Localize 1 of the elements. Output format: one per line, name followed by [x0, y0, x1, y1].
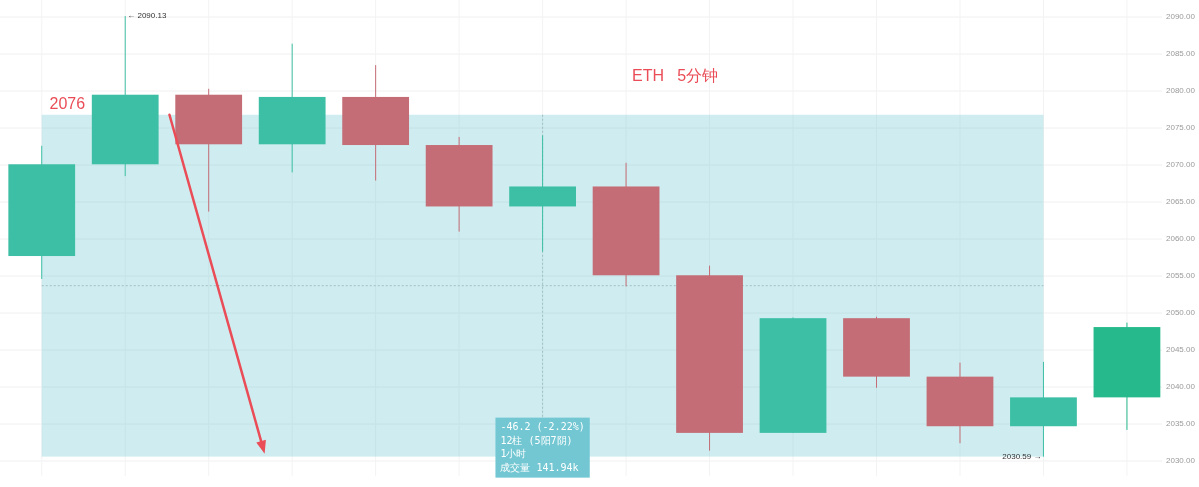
title: ETH 5分钟: [632, 67, 719, 84]
